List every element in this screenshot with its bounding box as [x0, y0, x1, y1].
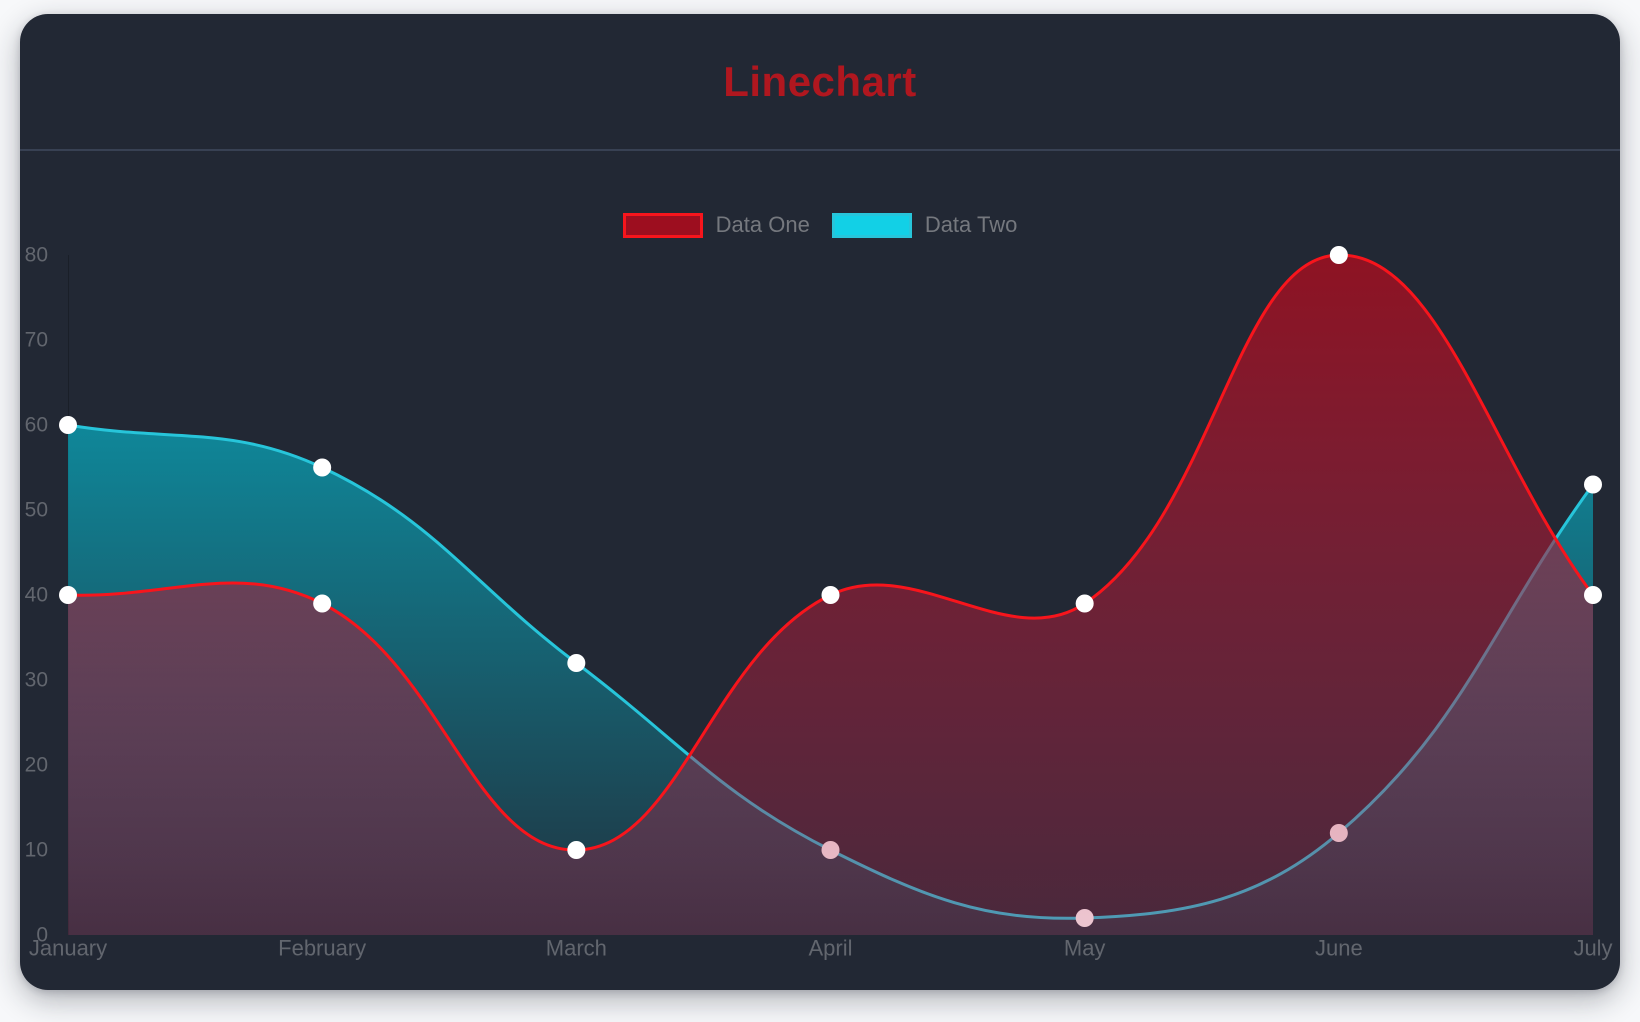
y-tick-label-70: 70 [25, 329, 48, 352]
y-tick-label-40: 40 [25, 584, 48, 607]
y-tick-label-30: 30 [25, 669, 48, 692]
x-tick-label-february: February [278, 936, 366, 961]
chart-legend: Data One Data Two [20, 212, 1620, 238]
x-tick-label-january: January [29, 936, 107, 961]
page-title: Linechart [723, 58, 917, 105]
legend-label-data-one: Data One [715, 212, 810, 237]
chart-canvas[interactable]: 0 10 20 30 40 50 60 70 80 January February March Apr… [20, 14, 1620, 990]
series-area-data-one [68, 254, 1593, 936]
x-tick-label-march: March [546, 936, 607, 961]
x-tick-label-may: May [1064, 936, 1106, 961]
series-point-data-one-6[interactable] [1584, 586, 1602, 604]
x-tick-label-july: July [1573, 936, 1612, 961]
series-point-data-two-6[interactable] [1584, 475, 1602, 494]
series-point-data-one-2[interactable] [567, 841, 586, 859]
x-tick-label-april: April [808, 936, 852, 961]
y-tick-label-50: 50 [25, 499, 48, 522]
series-point-data-one-4[interactable] [1075, 594, 1094, 613]
series-point-data-one-1[interactable] [313, 594, 332, 613]
x-tick-label-june: June [1315, 936, 1363, 961]
y-tick-label-10: 10 [25, 839, 48, 862]
series-point-data-one-5[interactable] [1329, 246, 1348, 264]
legend-label-data-two: Data Two [924, 212, 1018, 237]
header-divider [20, 149, 1620, 151]
legend-item-data-two[interactable]: Data Two [831, 212, 1018, 238]
series-point-data-two-1[interactable] [313, 458, 332, 477]
y-tick-label-60: 60 [25, 414, 48, 437]
series-point-data-one-0[interactable] [59, 586, 77, 604]
y-tick-label-80: 80 [25, 244, 48, 267]
series-point-data-two-0[interactable] [59, 416, 77, 434]
y-tick-label-20: 20 [25, 754, 48, 777]
legend-swatch-data-two [831, 212, 912, 238]
chart-card: Linechart Data One Data Two 0 10 20 30 40 50 6… [20, 14, 1620, 990]
series-point-data-one-3[interactable] [821, 586, 840, 604]
y-tick-label-0: 0 [36, 924, 48, 947]
series-point-data-two-2[interactable] [567, 654, 586, 672]
legend-item-data-one[interactable]: Data One [622, 212, 810, 238]
series-line-data-one [66, 253, 1595, 852]
legend-swatch-data-one [622, 212, 703, 238]
